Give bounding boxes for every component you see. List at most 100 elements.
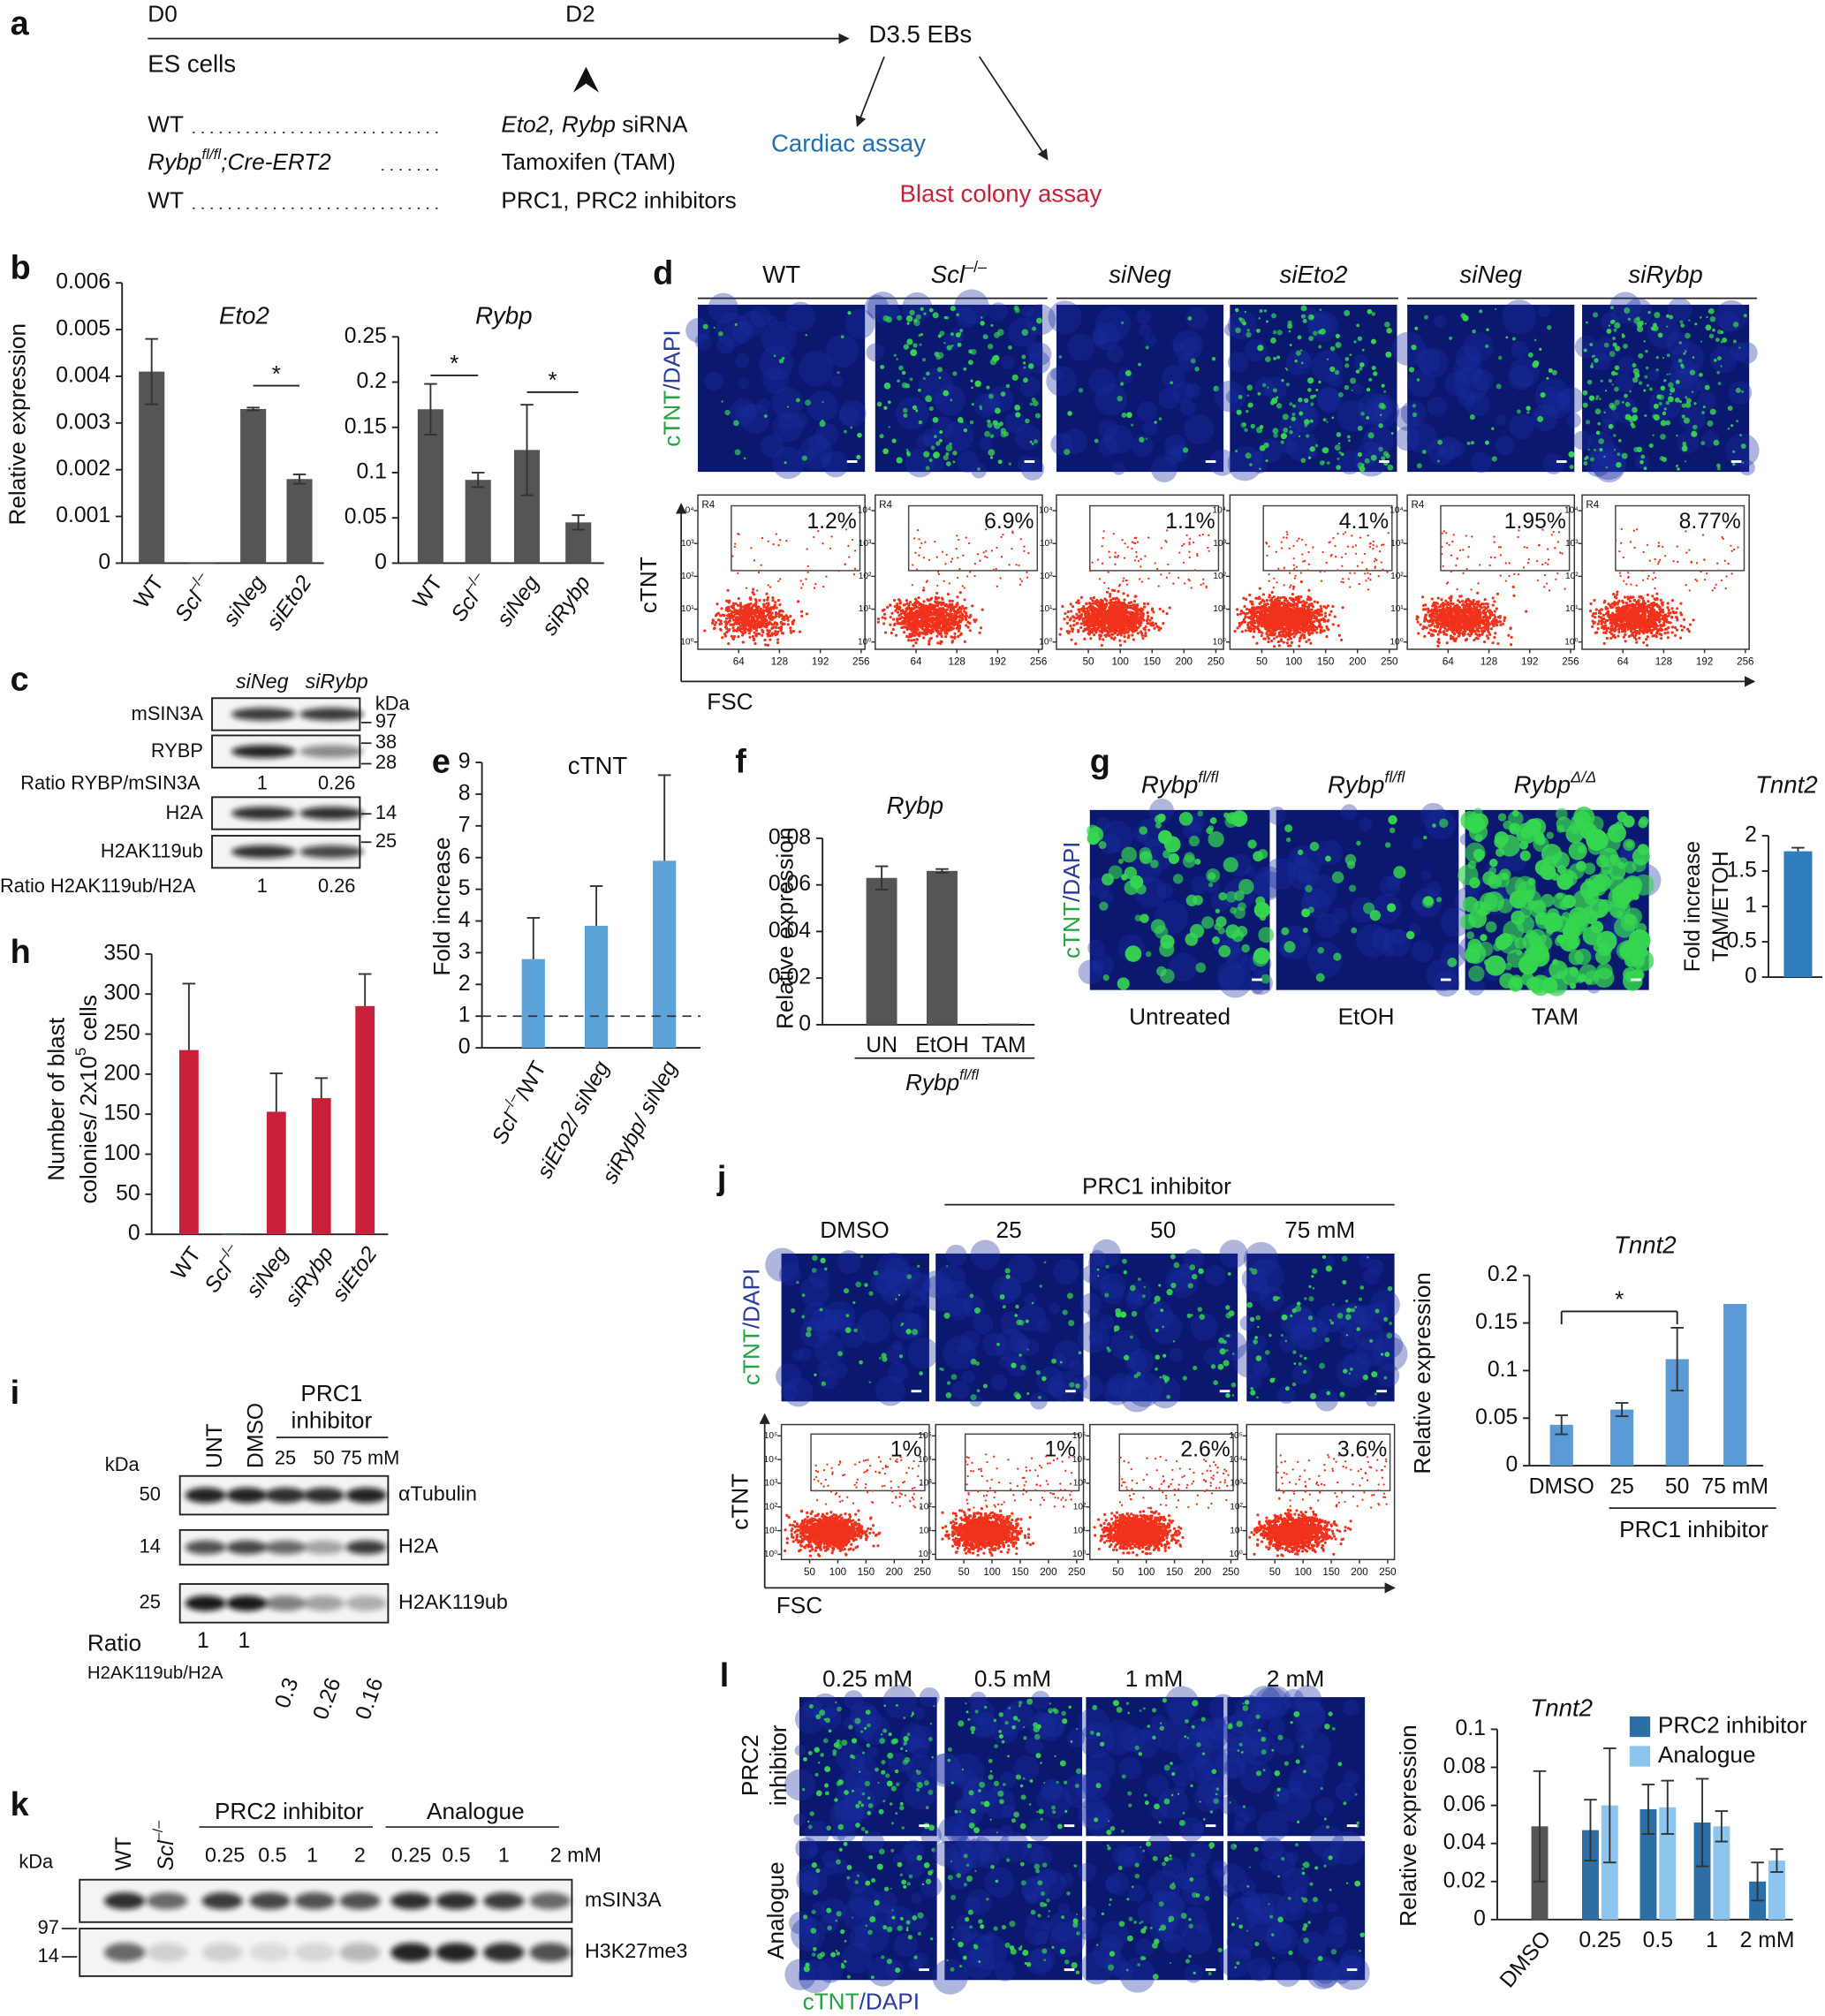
ctnt-signal [1346, 435, 1351, 439]
event [719, 619, 723, 623]
event [754, 602, 758, 605]
event [1118, 639, 1122, 642]
event [1061, 604, 1064, 608]
ctnt-signal [1648, 443, 1654, 448]
ctnt-signal [1335, 342, 1342, 349]
dapi-texture [694, 333, 712, 350]
ctnt-signal [1533, 360, 1540, 368]
ctnt-signal [1610, 306, 1614, 310]
event [941, 620, 944, 625]
event [1077, 628, 1080, 633]
micrograph-bg [698, 304, 866, 473]
event [1323, 615, 1328, 618]
event [1086, 610, 1090, 614]
event [740, 630, 744, 633]
event [1122, 592, 1125, 595]
ctnt-signal [1190, 358, 1196, 364]
event [906, 618, 911, 621]
flow-x-tick-label: 192 [812, 656, 829, 668]
event [963, 598, 966, 602]
ctnt-signal [1380, 413, 1382, 416]
ctnt-signal [1597, 421, 1602, 426]
event [965, 618, 968, 622]
ctnt-signal [1309, 446, 1315, 452]
event [965, 536, 967, 539]
ctnt-signal [1680, 323, 1685, 328]
ctnt-signal [1349, 353, 1352, 357]
event [1123, 598, 1126, 602]
event [905, 607, 908, 610]
event [756, 589, 759, 592]
ctnt-signal [1259, 444, 1266, 451]
ctnt-signal [1307, 388, 1312, 392]
ctnt-signal [939, 330, 945, 337]
event [1165, 612, 1169, 616]
text-run: Eto2, Rybp [501, 111, 616, 138]
event [731, 555, 734, 557]
ctnt-signal [1378, 423, 1383, 428]
event [905, 627, 909, 632]
ctnt-signal [1031, 397, 1036, 403]
event [761, 631, 765, 634]
ctnt-signal [994, 407, 1001, 414]
ctnt-signal [1246, 409, 1249, 413]
event [1133, 606, 1138, 610]
flow-x-tick-label: 100 [1285, 656, 1303, 668]
ctnt-signal [1599, 448, 1603, 452]
ctnt-signal [1304, 419, 1310, 425]
event [1159, 626, 1162, 630]
event [1168, 572, 1170, 574]
event [1101, 545, 1103, 548]
ctnt-signal [1246, 384, 1253, 391]
ctnt-signal [1624, 307, 1631, 314]
ctnt-signal [1738, 346, 1741, 349]
ctnt-signal [925, 395, 932, 403]
ctnt-signal [1709, 315, 1716, 322]
ctnt-signal [1437, 459, 1440, 463]
event [1331, 604, 1335, 609]
event [1116, 623, 1120, 626]
flow-y-tick-label: 10⁴ [1212, 506, 1226, 516]
ctnt-signal [1657, 332, 1663, 338]
dapi-texture [716, 313, 750, 347]
event [965, 624, 968, 627]
event [968, 571, 972, 573]
ctnt-signal [963, 428, 968, 433]
flow-y-tick-label: 10⁴ [858, 506, 872, 516]
ctnt-signal [1600, 379, 1603, 383]
label: siRybp [1628, 261, 1702, 288]
event [1027, 552, 1030, 555]
event [945, 608, 950, 611]
event [1069, 625, 1072, 628]
event [1133, 559, 1137, 562]
event [1246, 611, 1249, 615]
event [929, 610, 933, 613]
event [963, 615, 967, 618]
event [748, 635, 752, 639]
event [1269, 631, 1273, 634]
ctnt-signal [1381, 456, 1386, 461]
ctnt-signal [988, 393, 994, 399]
event [948, 603, 951, 606]
event [1095, 608, 1099, 611]
event [757, 633, 761, 636]
ctnt-signal [994, 355, 1000, 361]
flow-y-tick-label: 10³ [1213, 539, 1226, 549]
event [1325, 625, 1329, 628]
ctnt-signal [805, 399, 812, 406]
dapi-texture [815, 423, 839, 446]
dapi-texture [1185, 307, 1208, 330]
ctnt-signal [1280, 440, 1284, 444]
event [1144, 632, 1147, 635]
ctnt-signal [1666, 353, 1670, 358]
ctnt-signal [1551, 369, 1557, 375]
ctnt-signal [1336, 432, 1342, 437]
event [963, 610, 966, 613]
ctnt-signal [918, 334, 921, 337]
event [1092, 595, 1095, 600]
event [1238, 612, 1243, 616]
y-tick-label: 0.25 [345, 324, 387, 348]
ctnt-signal [1667, 396, 1674, 403]
flow-y-tick-label: 10² [859, 572, 872, 581]
event [906, 624, 910, 627]
